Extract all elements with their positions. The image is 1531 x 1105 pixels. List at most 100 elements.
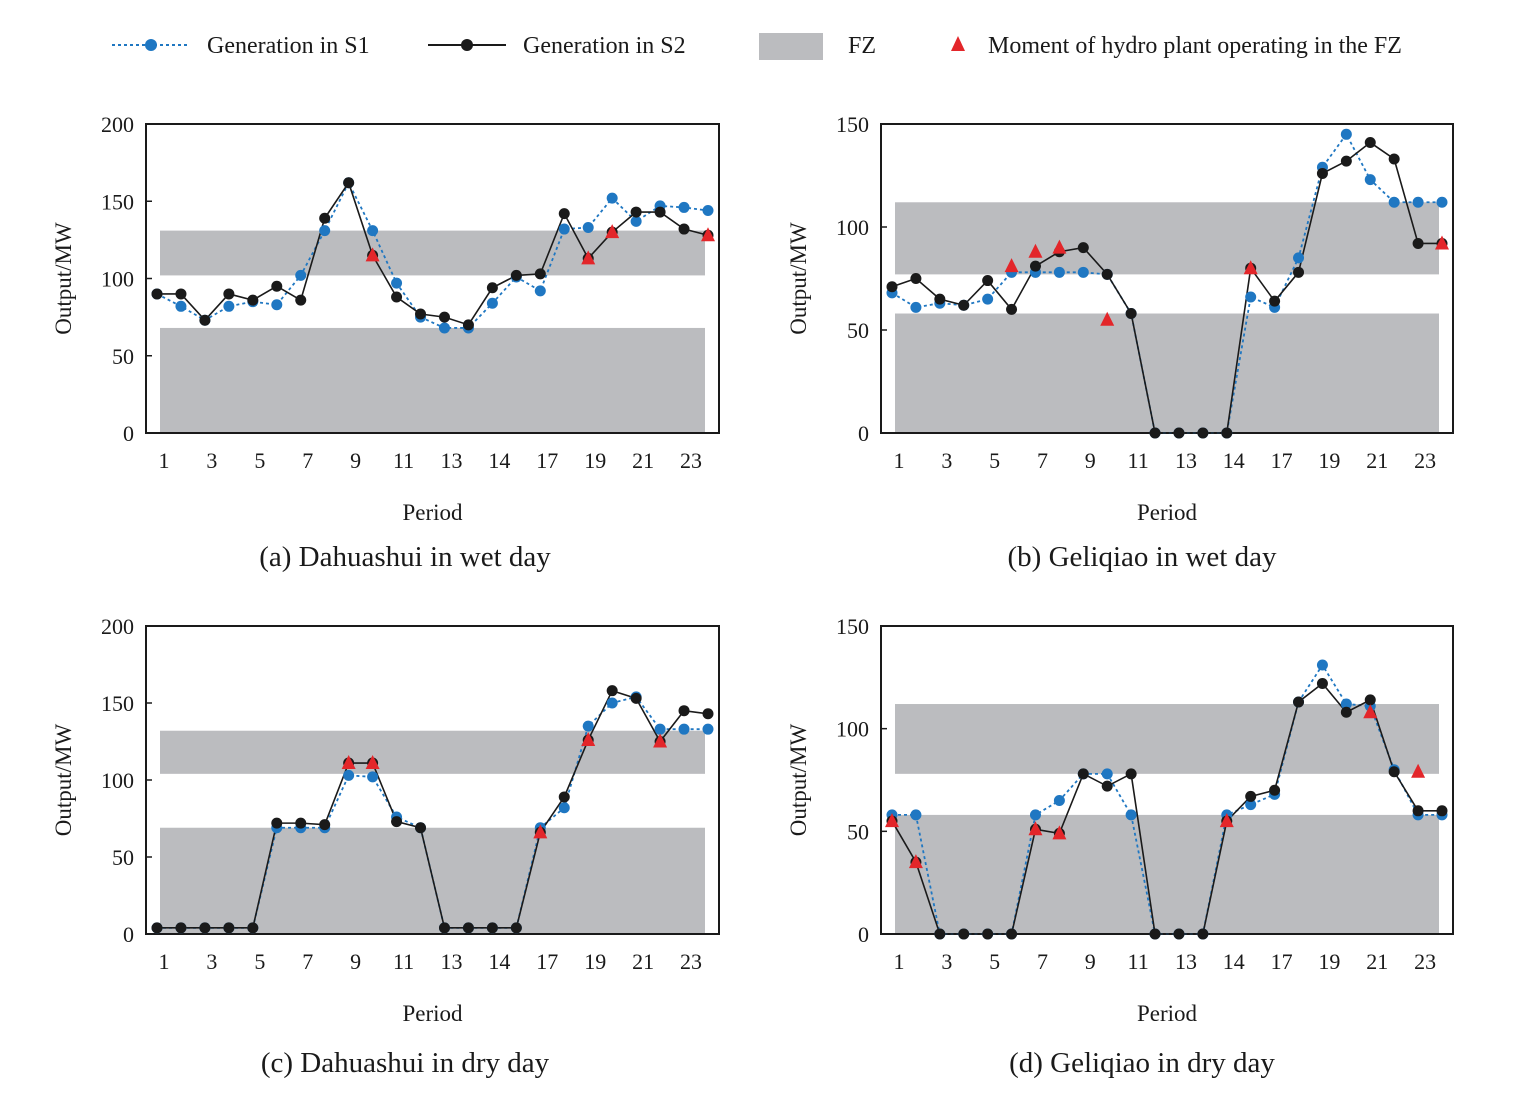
x-tick-label: 13 xyxy=(1175,448,1197,473)
panel-caption: (c) Dahuashui in dry day xyxy=(261,1047,550,1079)
x-tick-label: 19 xyxy=(1318,949,1340,974)
series-s2-point xyxy=(982,928,994,940)
y-tick-label: 100 xyxy=(101,768,134,793)
panel-caption: (d) Geliqiao in dry day xyxy=(1009,1047,1275,1079)
series-s2-point xyxy=(1149,928,1161,940)
series-s1-point xyxy=(702,205,714,217)
series-s1-point xyxy=(438,322,450,334)
x-tick-label: 1 xyxy=(159,448,170,473)
series-s2-point xyxy=(1077,242,1089,254)
fz-moment-marker xyxy=(1435,235,1449,250)
series-s1-point xyxy=(1340,698,1352,710)
series-s2-point xyxy=(630,206,642,218)
x-tick-label: 5 xyxy=(989,448,1000,473)
y-tick-label: 50 xyxy=(112,845,134,870)
x-axis-label: Period xyxy=(1137,500,1198,525)
series-s2-point xyxy=(391,291,403,303)
y-tick-label: 100 xyxy=(836,717,869,742)
fz-moment-marker xyxy=(605,224,620,239)
fz-moment-marker xyxy=(581,731,596,746)
x-tick-label: 3 xyxy=(206,949,217,974)
series-s2-point xyxy=(199,922,211,934)
series-s2-point xyxy=(958,299,970,311)
fz-moment-marker xyxy=(1052,825,1067,840)
series-s1-point xyxy=(1388,196,1400,208)
fz-moment-marker xyxy=(365,755,380,770)
x-tick-label: 13 xyxy=(440,949,462,974)
series-s2-point xyxy=(558,791,570,803)
series-s2-point xyxy=(391,816,403,828)
series-s1-point xyxy=(223,300,235,312)
series-s2-point xyxy=(151,288,163,300)
series-s1-point xyxy=(175,300,187,312)
legend-s1: Generation in S1 xyxy=(112,33,370,59)
series-s1-point xyxy=(1077,266,1089,278)
legend-s2: Generation in S2 xyxy=(428,33,686,59)
fz-moment-marker xyxy=(1028,243,1043,258)
fz-moment-marker xyxy=(341,755,356,770)
series-s2-point xyxy=(1101,268,1113,280)
y-tick-label: 100 xyxy=(101,267,134,292)
x-tick-label: 1 xyxy=(159,949,170,974)
fz-moment-marker xyxy=(701,227,715,242)
x-tick-label: 7 xyxy=(302,448,313,473)
series-s2-point xyxy=(415,822,427,834)
y-tick-label: 150 xyxy=(836,112,869,137)
y-tick-label: 200 xyxy=(101,614,134,639)
series-s1-point xyxy=(606,697,618,709)
series-s2-point xyxy=(1436,805,1448,817)
series-s1-point xyxy=(582,720,594,732)
x-tick-label: 23 xyxy=(680,949,702,974)
series-s2-point xyxy=(1269,295,1281,307)
series-s2-point xyxy=(678,223,690,235)
series-s1-point xyxy=(1029,809,1041,821)
x-axis-label: Period xyxy=(402,1001,463,1026)
fz-band xyxy=(895,313,1439,433)
legend-s2-label: Generation in S2 xyxy=(523,33,686,59)
fz-moment-marker xyxy=(1028,821,1043,836)
x-tick-label: 1 xyxy=(894,949,905,974)
series-s2-point xyxy=(486,922,498,934)
series-s1-point xyxy=(1340,128,1352,140)
series-s2-point xyxy=(1412,805,1424,817)
series-s1-point xyxy=(534,285,546,297)
fz-band xyxy=(160,730,705,774)
y-tick-label: 0 xyxy=(123,922,134,947)
x-tick-label: 7 xyxy=(1037,949,1048,974)
fz-moment-marker xyxy=(365,247,380,262)
series-s2-point xyxy=(462,319,474,331)
x-tick-label: 3 xyxy=(941,448,952,473)
series-s1-point xyxy=(606,192,618,204)
series-s2-point xyxy=(958,928,970,940)
series-s2-point xyxy=(1388,766,1400,778)
y-axis-label: Output/MW xyxy=(786,222,811,335)
legend: Generation in S1 Generation in S2 FZ Mom… xyxy=(112,33,1402,60)
x-tick-label: 19 xyxy=(1318,448,1340,473)
x-tick-label: 13 xyxy=(1175,949,1197,974)
x-tick-label: 21 xyxy=(1366,949,1388,974)
x-tick-label: 14 xyxy=(488,949,510,974)
fz-moment-marker xyxy=(1052,239,1067,254)
series-s1-point xyxy=(630,215,642,227)
series-s2-point xyxy=(1173,928,1185,940)
series-s2-point xyxy=(1101,780,1113,792)
series-s1-point xyxy=(910,301,922,313)
x-tick-label: 1 xyxy=(894,448,905,473)
series-s1-point xyxy=(1412,196,1424,208)
x-tick-label: 17 xyxy=(1271,949,1293,974)
fz-band xyxy=(160,230,705,276)
x-tick-label: 7 xyxy=(1037,448,1048,473)
series-s1-point xyxy=(582,222,594,234)
series-s1-point xyxy=(486,297,498,309)
series-s2-point xyxy=(910,273,922,284)
series-s2-point xyxy=(558,208,570,220)
series-s2-point xyxy=(1340,706,1352,718)
x-tick-label: 9 xyxy=(350,448,361,473)
y-axis-label: Output/MW xyxy=(786,723,811,836)
fz-moment-marker xyxy=(1363,704,1378,719)
x-tick-label: 21 xyxy=(1366,448,1388,473)
series-s2-point xyxy=(654,206,666,218)
